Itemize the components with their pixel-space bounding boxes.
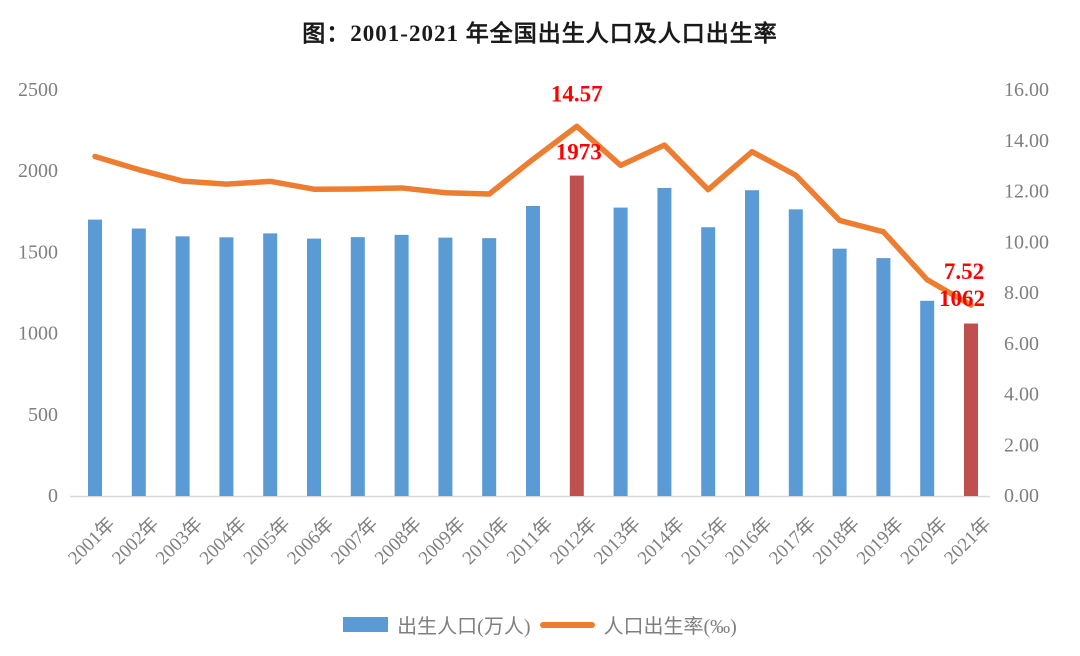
right-axis-tick: 0.00 xyxy=(1004,485,1039,507)
left-axis-tick: 2000 xyxy=(18,160,58,182)
x-axis-label: 2008年 xyxy=(370,513,426,569)
right-axis-tick: 10.00 xyxy=(1004,231,1049,253)
legend-label-birth-rate: 人口出生率(‰) xyxy=(603,616,737,638)
right-axis-tick: 16.00 xyxy=(1004,79,1049,101)
bar-2001年 xyxy=(88,219,102,496)
right-axis-tick: 2.00 xyxy=(1004,434,1039,456)
bar-2006年 xyxy=(307,238,321,496)
right-axis-tick: 8.00 xyxy=(1004,282,1039,304)
legend-label-birth-population: 出生人口(万人) xyxy=(397,616,531,638)
left-axis-tick: 500 xyxy=(28,404,58,426)
bar-2014年 xyxy=(657,187,672,497)
x-axis-label: 2011年 xyxy=(502,513,557,568)
legend: 出生人口(万人) 人口出生率(‰) xyxy=(0,610,1080,639)
x-axis-label: 2001年 xyxy=(64,513,120,569)
annotation-7.52: 7.52 xyxy=(944,259,984,284)
x-axis-label: 2007年 xyxy=(326,513,382,569)
left-axis-tick: 1500 xyxy=(18,241,58,263)
x-axis-label: 2013年 xyxy=(589,513,645,569)
left-axis-tick: 0 xyxy=(48,485,58,507)
x-axis-label: 2016年 xyxy=(721,513,777,569)
left-axis-tick: 2500 xyxy=(18,79,58,101)
x-axis-label: 2018年 xyxy=(808,513,864,569)
right-axis-tick: 12.00 xyxy=(1004,181,1049,203)
x-axis-label: 2004年 xyxy=(195,513,251,569)
bar-2003年 xyxy=(175,236,190,497)
x-axis-label: 2009年 xyxy=(414,513,470,569)
bar-2005年 xyxy=(263,233,278,496)
bar-2011年 xyxy=(526,205,540,496)
bar-2008年 xyxy=(394,234,409,497)
legend-bar-swatch-icon xyxy=(343,617,389,632)
bar-2021年 xyxy=(964,323,978,496)
bar-2004年 xyxy=(219,237,234,496)
x-axis-label: 2010年 xyxy=(458,513,514,569)
bar-2018年 xyxy=(832,248,847,496)
bar-2012年 xyxy=(569,175,584,497)
annotation-14.57: 14.57 xyxy=(551,81,603,106)
bar-2016年 xyxy=(745,190,759,496)
birth-rate-line xyxy=(92,123,974,308)
x-axis-label: 2003年 xyxy=(151,513,207,569)
x-axis-label: 2020年 xyxy=(896,513,952,569)
x-axis-label: 2014年 xyxy=(633,513,689,569)
bar-2009年 xyxy=(438,237,453,497)
bar-2019年 xyxy=(876,258,891,496)
x-axis-label: 2021年 xyxy=(940,513,996,569)
x-axis-label: 2019年 xyxy=(852,513,908,569)
right-axis-tick: 4.00 xyxy=(1004,384,1039,406)
x-axis-label: 2017年 xyxy=(764,513,820,569)
bar-2017年 xyxy=(788,209,803,496)
bar-2010年 xyxy=(482,238,497,496)
chart-title: 图：2001-2021 年全国出生人口及人口出生率 xyxy=(302,21,778,46)
x-axis-label: 2005年 xyxy=(239,513,295,569)
right-axis-tick: 6.00 xyxy=(1004,333,1039,355)
x-axis-label: 2015年 xyxy=(677,513,733,569)
bar-2015年 xyxy=(701,227,716,496)
annotation-1973: 1973 xyxy=(556,140,602,165)
bar-2002年 xyxy=(131,228,146,496)
annotation-1062: 1062 xyxy=(939,286,985,311)
x-axis-label: 2006年 xyxy=(283,513,339,569)
left-axis-tick: 1000 xyxy=(18,323,58,345)
bar-2020年 xyxy=(920,300,935,496)
x-axis-label: 2012年 xyxy=(545,513,601,569)
legend-line-swatch-icon xyxy=(539,621,595,628)
bar-2007年 xyxy=(350,237,365,496)
bar-2013年 xyxy=(613,207,628,496)
x-axis-label: 2002年 xyxy=(107,513,163,569)
right-axis-tick: 14.00 xyxy=(1004,130,1049,152)
